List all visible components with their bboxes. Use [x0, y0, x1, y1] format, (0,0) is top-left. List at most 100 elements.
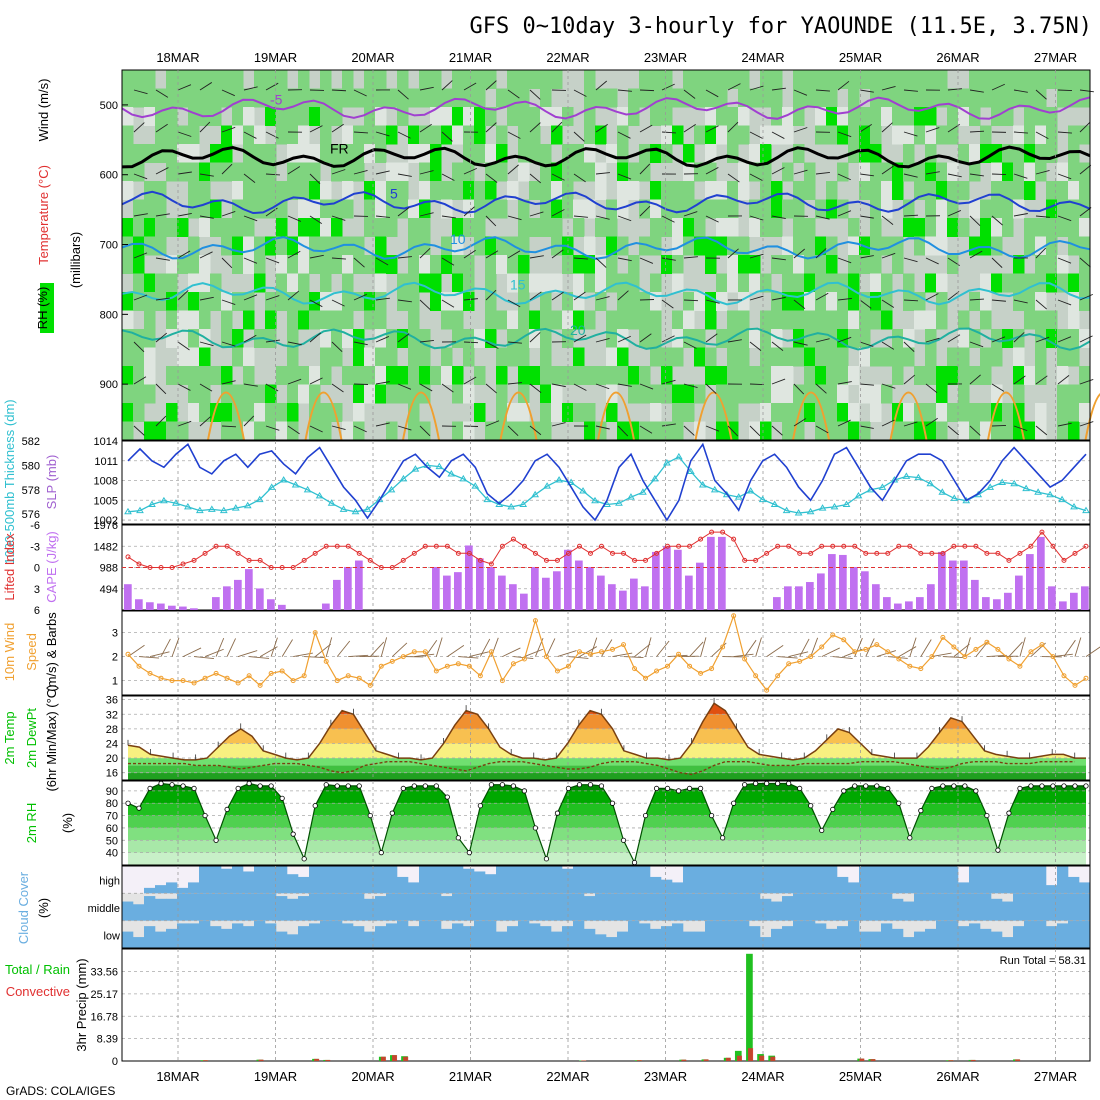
- rh-cell: [1035, 236, 1047, 256]
- wind-barb: [991, 424, 1007, 427]
- rh-cell: [309, 255, 321, 274]
- cloud-low-bar: [881, 923, 893, 948]
- rh-cell: [375, 273, 387, 293]
- wind-barb: [617, 335, 631, 343]
- wind-barb: [265, 173, 280, 176]
- rh-cell: [991, 88, 1003, 108]
- rh-cell: [221, 144, 233, 163]
- rh-cell: [705, 125, 717, 145]
- li-point: [907, 543, 913, 549]
- rh-point: [775, 780, 781, 787]
- rh-cell: [243, 181, 255, 200]
- precip-convective-legend: Convective: [6, 984, 70, 999]
- rh-cell: [265, 107, 277, 126]
- cape-bar: [498, 575, 506, 610]
- wind-speed-point: [1072, 682, 1078, 688]
- cloud-low-bar: [551, 931, 563, 948]
- wind-barb: [881, 122, 893, 133]
- rh-cell: [518, 255, 530, 274]
- rh-cell: [188, 366, 200, 385]
- surface-wind-barb: [645, 637, 652, 657]
- rh-cell: [573, 403, 585, 422]
- rh-cell: [584, 125, 596, 145]
- cloud-middle-bar: [991, 898, 1003, 921]
- thickness-point: [399, 474, 408, 482]
- cloud-low-bar: [573, 920, 585, 948]
- wind-barb: [243, 257, 258, 264]
- wind-barb: [485, 173, 498, 183]
- cloud-high-bar: [771, 866, 783, 894]
- rh-cell: [551, 70, 563, 89]
- rh-cell: [804, 236, 816, 256]
- cloud-middle-bar: [298, 896, 310, 921]
- wind-barb: [639, 383, 654, 390]
- rh-cell: [936, 70, 948, 89]
- rh-cell: [1079, 199, 1091, 219]
- rh-cell: [1057, 70, 1069, 89]
- rh-cell: [331, 218, 343, 237]
- wind-barb: [265, 425, 280, 431]
- wind-barb: [815, 425, 829, 434]
- rh-cell: [320, 403, 332, 422]
- rh-cell: [837, 347, 849, 367]
- cape-bar: [465, 545, 473, 610]
- rh-cell: [320, 366, 332, 385]
- rh-cell: [320, 88, 332, 108]
- surface-wind-barb: [325, 637, 333, 657]
- rh-point: [709, 812, 715, 819]
- temperature-axis-label: Temperature (°C): [36, 165, 51, 265]
- rh-cell: [859, 181, 871, 200]
- rh-cell: [177, 421, 189, 441]
- cape-bar: [575, 560, 583, 610]
- wind-speed-point: [643, 675, 649, 681]
- rh-cell: [419, 273, 431, 293]
- li-point: [1028, 543, 1034, 549]
- rh-cell: [232, 125, 244, 145]
- rh-cell: [430, 125, 442, 145]
- slp-tick-label: 1002: [94, 515, 118, 527]
- li-point: [543, 557, 549, 563]
- rh-cell: [320, 125, 332, 145]
- thickness-point: [183, 502, 192, 510]
- surface-wind-barb: [931, 652, 952, 658]
- wind-barb: [155, 123, 168, 133]
- wind-barb: [947, 291, 960, 301]
- rh-cell: [661, 255, 673, 274]
- rh-cell: [683, 144, 695, 163]
- wind-barb: [243, 86, 258, 91]
- wind-barb: [1013, 299, 1028, 304]
- wind-barb: [837, 173, 851, 181]
- surface-wind-barb: [127, 644, 145, 657]
- wind-barb: [881, 85, 896, 91]
- wind-speed-point: [863, 646, 869, 652]
- rh-cell: [628, 107, 640, 126]
- bottom-date-label: 22MAR: [546, 1069, 589, 1084]
- rh-cell: [309, 384, 321, 404]
- rh-cell: [364, 88, 376, 108]
- thickness-point: [507, 502, 516, 510]
- rh-cell: [683, 88, 695, 108]
- rh-cell: [320, 218, 332, 237]
- rh-tick-label: 90: [106, 786, 118, 798]
- surface-wind-barb: [942, 656, 963, 659]
- rh-cell: [595, 181, 607, 200]
- rh-cell: [221, 236, 233, 256]
- rh-cell: [507, 273, 519, 293]
- wind-speed-point: [676, 651, 682, 657]
- rh-point: [565, 785, 572, 792]
- wind-barb: [859, 173, 874, 177]
- rh-cell: [661, 70, 673, 89]
- rh-cell: [914, 218, 926, 237]
- rh-cell: [276, 273, 288, 293]
- wind-barb: [1013, 375, 1026, 385]
- wind-barb: [507, 164, 519, 175]
- surface-wind-barb: [568, 656, 589, 659]
- thickness-point: [435, 462, 444, 470]
- cape-contour: [792, 391, 830, 441]
- cloud-low-bar: [507, 926, 519, 948]
- rh-cell: [628, 273, 640, 293]
- li-point: [169, 565, 175, 570]
- cloud-high-bar: [914, 866, 926, 894]
- cloud-middle-bar: [463, 893, 475, 921]
- cape-bar: [872, 584, 880, 610]
